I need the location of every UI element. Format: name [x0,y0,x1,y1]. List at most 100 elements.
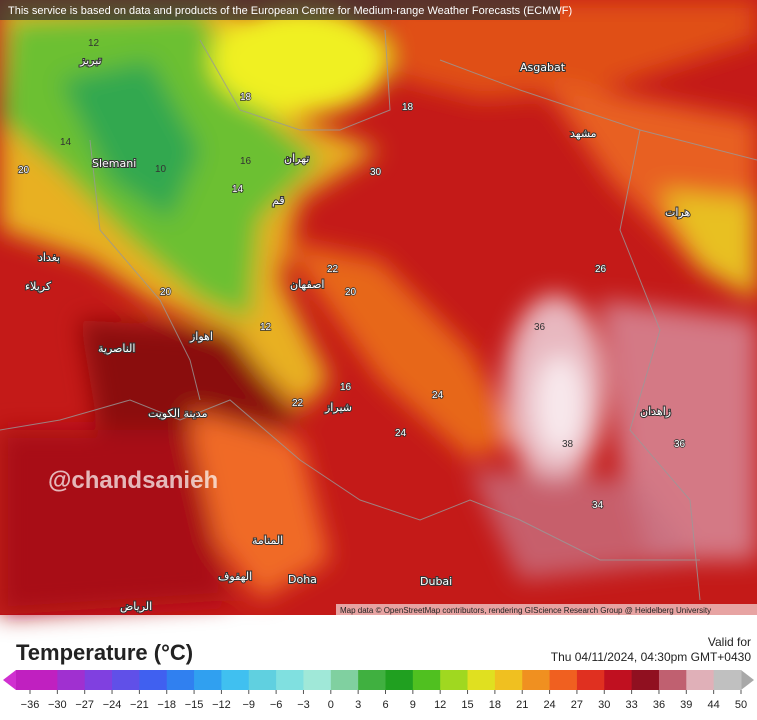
map-value: 10 [155,164,167,175]
colorbar-segment [221,670,250,690]
map-value: 22 [327,264,339,275]
map-value: 24 [432,390,444,401]
city-label: مدينة الكويت [148,407,208,420]
colorbar-segment [194,670,222,690]
colorbar-segment [494,670,523,690]
colorbar-arrow [741,670,754,690]
colorbar-segment [412,670,441,690]
temperature-field [0,0,757,615]
map-value: 30 [370,167,382,178]
city-label: اهواز [189,330,213,343]
colorbar-tick-label: 24 [543,699,555,711]
colorbar-segment [16,670,30,690]
borders [0,29,757,601]
colorbar-tick-label: −9 [242,699,255,711]
map-value: 14 [60,137,72,148]
city-label: Doha [288,573,317,586]
map-values: 12 14 10 16 18 20 22 24 26 30 36 38 34 3… [17,38,686,512]
city-label: الهفوف [218,570,252,583]
colorbar-tick-label: −3 [297,699,310,711]
map-value: 22 [292,398,304,409]
colorbar-segment [713,670,742,690]
map-value: 16 [240,156,252,167]
map [0,0,757,615]
map-value: 38 [562,439,574,450]
map-value: 34 [592,500,604,511]
colorbar-tick-label: 44 [708,699,720,711]
colorbar-tick-label: −36 [21,699,40,711]
city-label: شیراز [324,401,352,414]
map-value: 36 [534,322,546,333]
colorbar-tick-label: −27 [75,699,94,711]
city-label: مشهد [570,127,597,140]
valid-time: Thu 04/11/2024, 04:30pm GMT+0430 [551,650,752,664]
colorbar-tick-label: 33 [625,699,637,711]
colorbar: −36 −30 −27 −24 −21 −18 −15 −12 −9 −6 −3 0 3 6 9 12 15 18… [3,670,754,711]
colorbar-tick-label: −21 [130,699,149,711]
colorbar-segment [604,670,633,690]
colorbar-segment [139,670,168,690]
colorbar-tick-label: 18 [489,699,501,711]
colorbar-segment [631,670,660,690]
colorbar-tick-label: 6 [382,699,388,711]
colorbar-segment [303,670,332,690]
colorbar-tick-label: 12 [434,699,446,711]
colorbar-segment [658,670,687,690]
map-value: 20 [160,287,172,298]
attribution-bg [336,604,757,615]
colorbar-tick-label: −18 [157,699,176,711]
colorbar-tick-label: −6 [270,699,283,711]
map-value: 36 [674,439,686,450]
map-value: 20 [345,287,357,298]
colorbar-tick-label: 0 [328,699,334,711]
city-label: هرات [665,206,690,219]
colorbar-segment [440,670,469,690]
colorbar-tick-label: −30 [48,699,67,711]
colorbar-tick-label: 3 [355,699,361,711]
colorbar-segment [30,670,58,690]
map-value: 26 [595,264,607,275]
banner-bg [0,0,560,20]
colorbar-tick-label: 27 [571,699,583,711]
map-value: 12 [260,322,272,333]
city-label: الناصرية [98,342,135,355]
colorbar-tick-label: 50 [735,699,747,711]
map-value: 18 [240,92,252,103]
watermark: @chandsanieh [48,467,218,494]
colorbar-tick-label: 21 [516,699,528,711]
legend-title: Temperature (°C) [16,640,193,665]
colorbar-segment [330,670,359,690]
city-label: الرياض [120,600,152,613]
colorbar-segment [549,670,578,690]
colorbar-segment [522,670,551,690]
valid-label: Valid for [708,635,751,649]
city-label: المنامة [252,534,283,547]
city-label: تبریز [79,54,102,67]
map-value: 24 [395,428,407,439]
map-value: 18 [402,102,414,113]
map-value: 20 [18,165,30,176]
colorbar-tick-label: 36 [653,699,665,711]
banner-text: This service is based on data and produc… [8,5,572,17]
colorbar-segment [112,670,140,690]
colorbar-tick-label: 9 [410,699,416,711]
city-label: تهران [284,152,309,165]
map-value: 14 [232,184,244,195]
colorbar-segment [686,670,715,690]
map-value: 16 [340,382,352,393]
city-label: Dubai [420,575,452,588]
colorbar-tick-label: −15 [185,699,204,711]
colorbar-segment [248,670,277,690]
colorbar-segment [576,670,605,690]
city-label: قم [272,194,285,207]
city-label: كربلاء [25,280,52,293]
city-label: Slemani [92,157,136,170]
city-labels: Asgabat Slemani Dubai Doha تهران مشهد اص… [24,53,691,614]
map-value: 12 [88,38,100,49]
colorbar-segment [57,670,86,690]
attribution: Map data © OpenStreetMap contributors, r… [340,606,711,615]
city-label: اصفهان [290,278,324,291]
city-label: زاهدان [640,405,671,418]
